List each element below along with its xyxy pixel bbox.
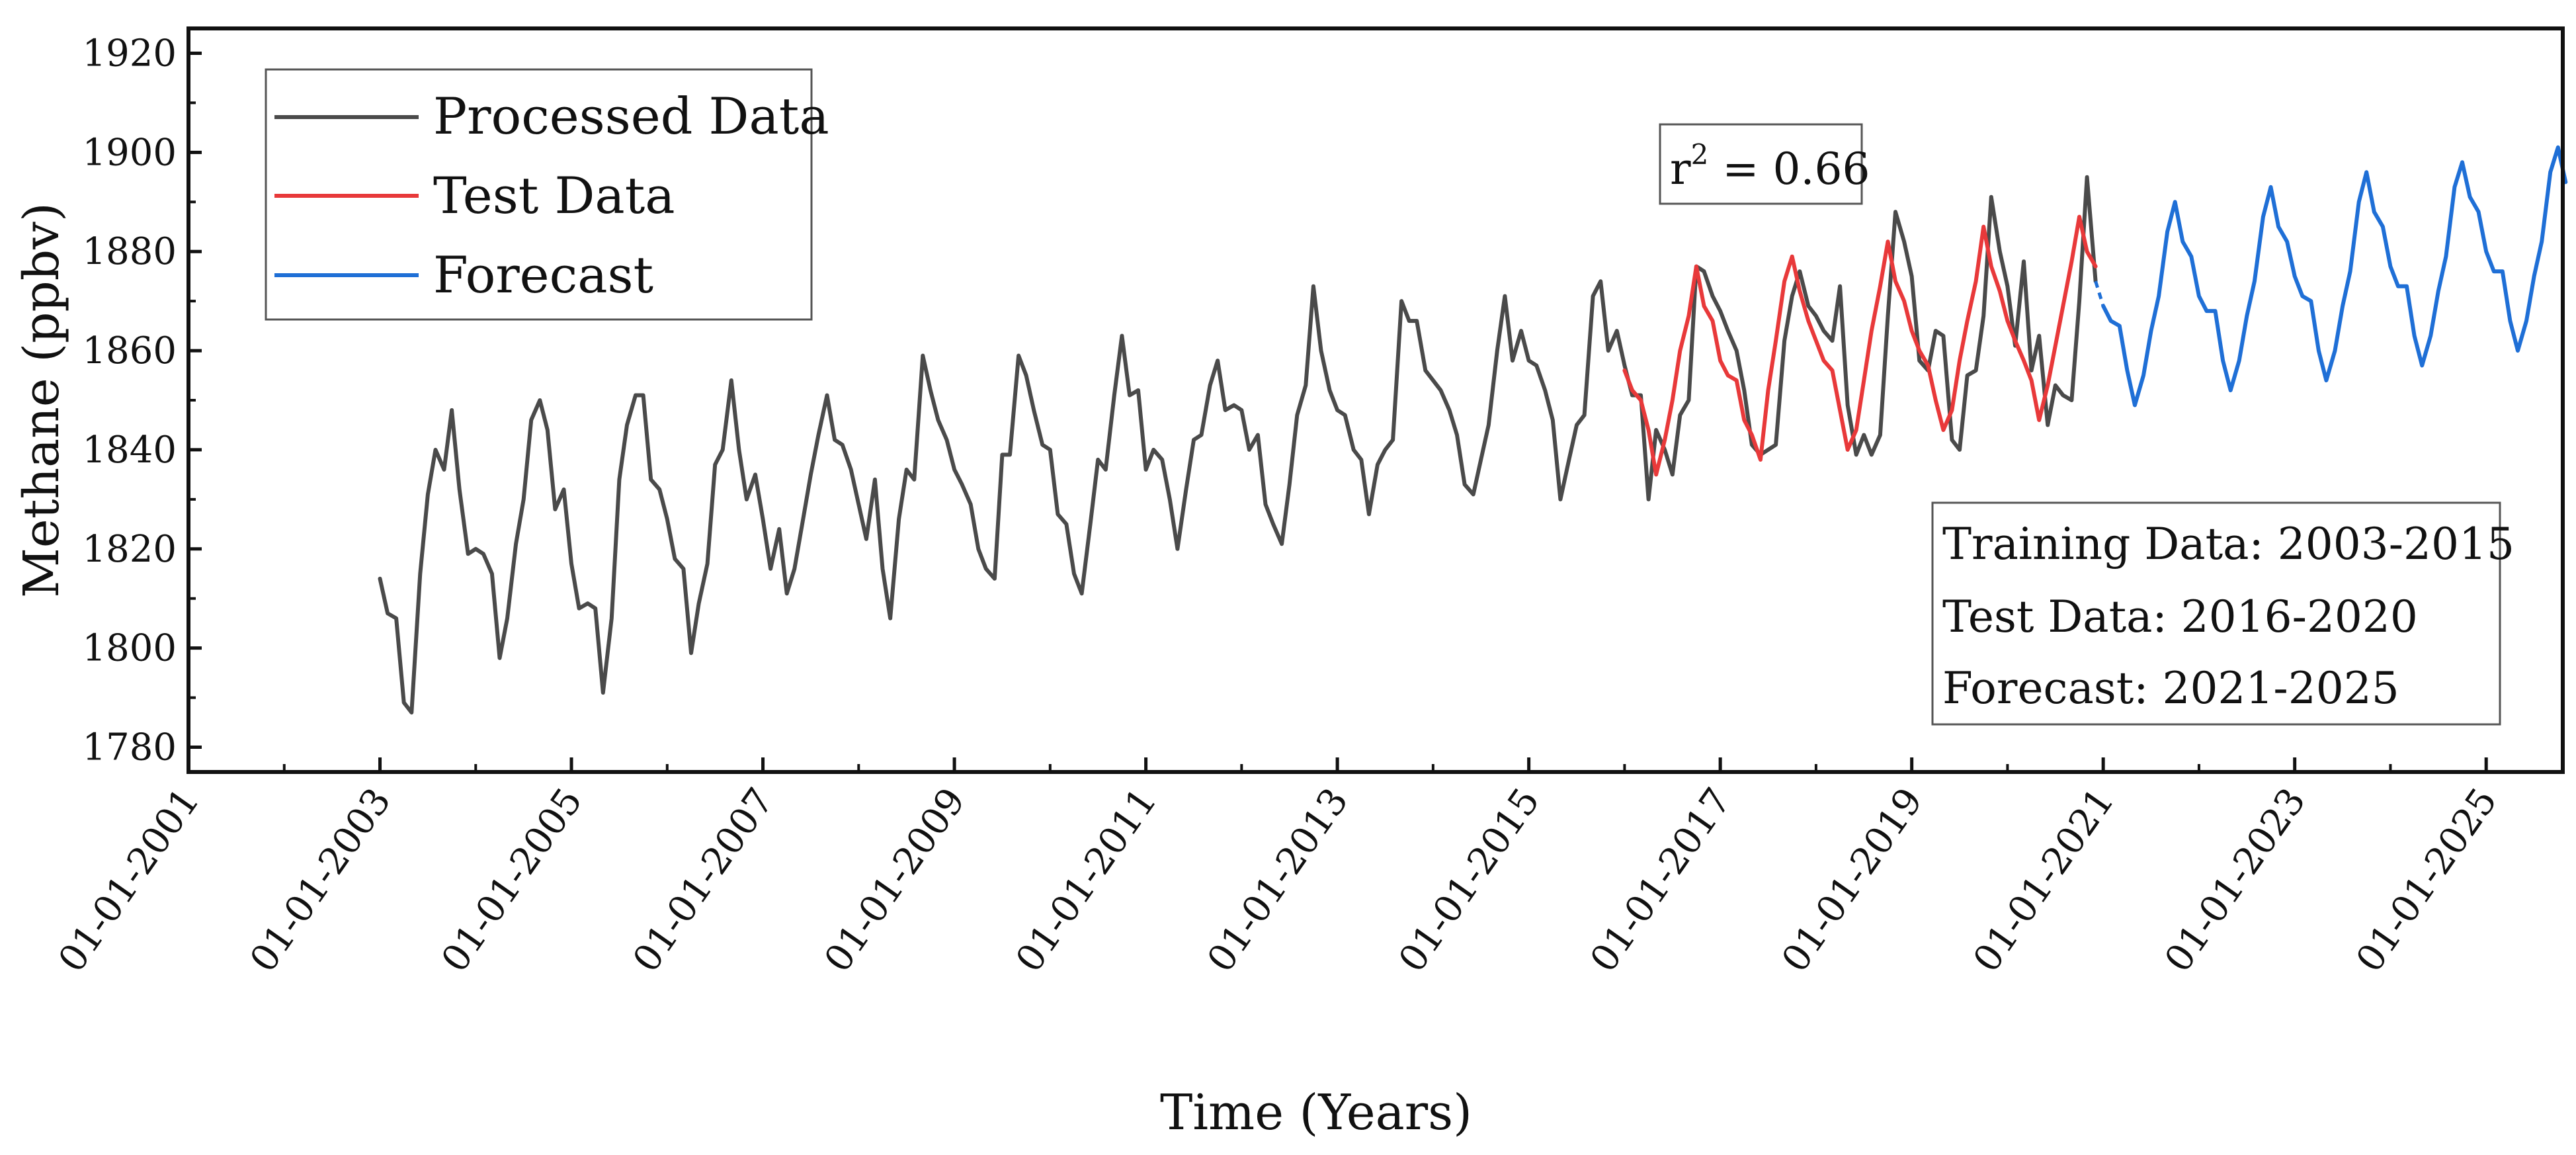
y-tick-label: 1840 <box>82 429 177 472</box>
y-tick-label: 1860 <box>82 329 177 372</box>
r-squared-text: r2 = 0.66 <box>1670 138 1870 194</box>
x-axis-label: Time (Years) <box>1160 1084 1472 1141</box>
legend-label-processed: Processed Data <box>433 87 829 146</box>
series-processed-line <box>378 175 2098 715</box>
series-test-line <box>1622 214 2098 477</box>
info-box-frame <box>1931 501 2501 726</box>
info-box: Training Data: 2003-2015 Test Data: 2016… <box>1931 501 2514 726</box>
r-squared-prefix: r <box>1670 144 1691 194</box>
y-tick-label: 1780 <box>82 726 177 769</box>
legend-label-test: Test Data <box>433 166 675 225</box>
plot-frame <box>187 26 2565 774</box>
info-training: Training Data: 2003-2015 <box>1942 519 2514 570</box>
r-squared-box <box>1659 123 1863 205</box>
r-squared-annotation: r2 = 0.66 <box>1659 123 1870 205</box>
y-axis-label: Methane (ppbv) <box>13 202 70 598</box>
series-layer <box>378 145 2568 715</box>
y-tick-label: 1920 <box>82 32 177 75</box>
legend: Processed Data Test Data Forecast <box>265 68 829 321</box>
series-forecast-line <box>2101 145 2568 407</box>
legend-label-forecast: Forecast <box>433 245 653 304</box>
y-tick-label: 1880 <box>82 230 177 273</box>
y-tick-label: 1900 <box>82 131 177 174</box>
r-squared-exponent: 2 <box>1691 138 1709 171</box>
info-forecast: Forecast: 2021-2025 <box>1942 663 2399 714</box>
forecast-bridge-line <box>2094 280 2105 307</box>
y-tick-label: 1820 <box>82 528 177 571</box>
y-tick-label: 1800 <box>82 627 177 670</box>
r-squared-value: = 0.66 <box>1708 144 1870 194</box>
info-test: Test Data: 2016-2020 <box>1942 591 2418 642</box>
